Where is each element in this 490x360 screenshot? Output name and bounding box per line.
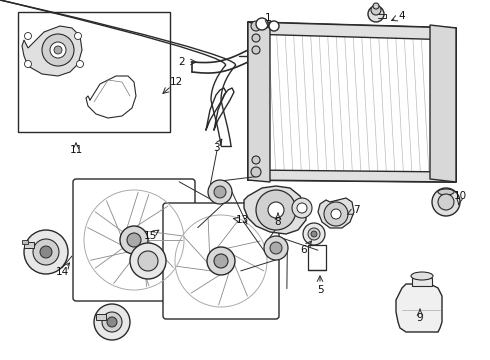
Text: 1: 1 — [265, 13, 271, 23]
Circle shape — [50, 42, 66, 58]
Circle shape — [42, 34, 74, 66]
Circle shape — [208, 180, 232, 204]
Text: 5: 5 — [317, 285, 323, 295]
Circle shape — [40, 246, 52, 258]
FancyBboxPatch shape — [73, 179, 195, 301]
Text: 11: 11 — [70, 145, 83, 155]
Circle shape — [252, 156, 260, 164]
Circle shape — [256, 190, 296, 230]
Text: 14: 14 — [55, 267, 69, 277]
Circle shape — [120, 226, 148, 254]
Polygon shape — [248, 22, 270, 182]
Polygon shape — [430, 25, 456, 182]
Circle shape — [252, 46, 260, 54]
Bar — [18, 12, 170, 132]
Text: 9: 9 — [416, 313, 423, 323]
Circle shape — [368, 6, 384, 22]
FancyBboxPatch shape — [163, 203, 279, 319]
Polygon shape — [248, 22, 456, 40]
Circle shape — [268, 202, 284, 218]
Circle shape — [54, 46, 62, 54]
Circle shape — [214, 254, 228, 268]
Ellipse shape — [411, 272, 433, 280]
Circle shape — [264, 236, 288, 260]
Polygon shape — [318, 198, 354, 228]
Polygon shape — [248, 170, 456, 182]
Ellipse shape — [438, 189, 454, 195]
Circle shape — [207, 247, 235, 275]
Circle shape — [251, 21, 261, 31]
Circle shape — [292, 198, 312, 218]
Bar — [96, 314, 106, 320]
Text: 3: 3 — [213, 143, 220, 153]
Polygon shape — [22, 26, 82, 76]
Circle shape — [371, 5, 381, 15]
Bar — [24, 242, 34, 248]
Circle shape — [138, 251, 158, 271]
Circle shape — [33, 239, 59, 265]
Circle shape — [269, 21, 279, 31]
Circle shape — [107, 317, 117, 327]
Circle shape — [308, 228, 320, 240]
Bar — [22, 240, 28, 244]
Polygon shape — [396, 284, 442, 332]
Circle shape — [311, 231, 317, 237]
Circle shape — [94, 304, 130, 340]
Polygon shape — [244, 186, 306, 234]
Text: 15: 15 — [144, 231, 157, 241]
Polygon shape — [248, 22, 456, 182]
Circle shape — [24, 230, 68, 274]
Circle shape — [331, 209, 341, 219]
Text: 6: 6 — [301, 245, 307, 255]
Circle shape — [127, 233, 141, 247]
Text: 8: 8 — [275, 217, 281, 227]
Text: 7: 7 — [353, 205, 359, 215]
Circle shape — [24, 60, 31, 68]
Text: 4: 4 — [399, 11, 405, 21]
Circle shape — [24, 32, 31, 40]
Circle shape — [438, 194, 454, 210]
Circle shape — [251, 167, 261, 177]
Text: 12: 12 — [170, 77, 183, 87]
Circle shape — [303, 223, 325, 245]
Circle shape — [130, 243, 166, 279]
Circle shape — [214, 186, 226, 198]
Circle shape — [76, 60, 83, 68]
Text: 2: 2 — [179, 57, 185, 67]
Circle shape — [432, 188, 460, 216]
Circle shape — [102, 312, 122, 332]
Circle shape — [252, 34, 260, 42]
Circle shape — [297, 203, 307, 213]
Circle shape — [270, 242, 282, 254]
Circle shape — [256, 18, 268, 30]
Circle shape — [74, 32, 81, 40]
Circle shape — [373, 3, 379, 9]
Text: 10: 10 — [453, 191, 466, 201]
Circle shape — [324, 202, 348, 226]
Text: 13: 13 — [235, 215, 248, 225]
Bar — [412, 278, 432, 286]
